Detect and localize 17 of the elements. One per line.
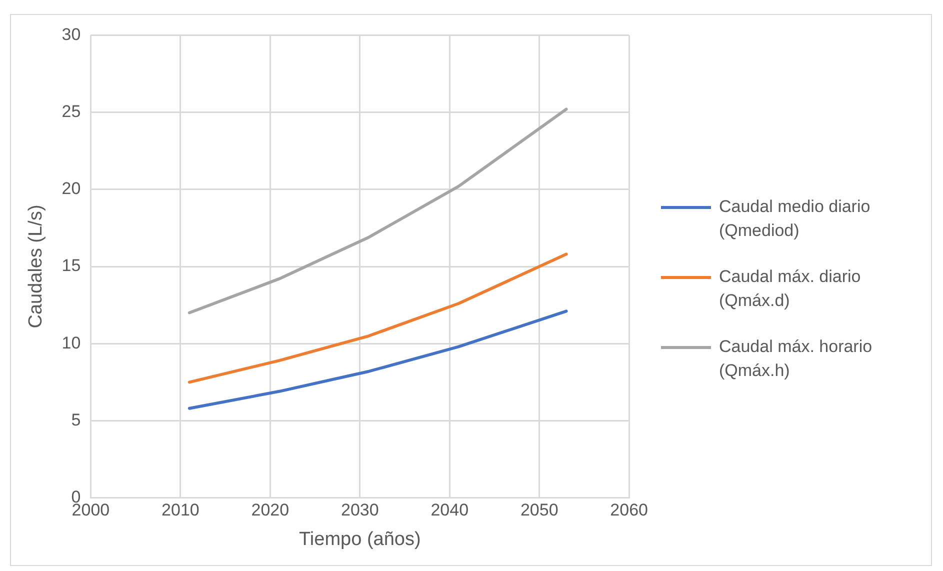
x-tick-label: 2030 [340, 500, 379, 520]
legend-label: Caudal máx. horario (Qmáx.h) [719, 336, 872, 382]
x-axis-title: Tiempo (años) [299, 528, 421, 550]
x-tick-label: 2040 [430, 500, 469, 520]
y-tick-label: 10 [62, 333, 81, 352]
legend-label: Caudal máx. diario (Qmáx.d) [719, 266, 861, 312]
y-tick-label: 30 [62, 24, 81, 44]
x-tick-label: 2020 [251, 500, 290, 520]
y-tick-label: 5 [71, 410, 81, 430]
x-tick-label: 2010 [162, 500, 200, 520]
x-tick-label: 2050 [520, 500, 558, 520]
x-tick-label: 2060 [610, 500, 648, 520]
y-axis-title: Caudales (L/s) [26, 204, 47, 328]
legend-label: Caudal medio diario (Qmediod) [719, 196, 870, 242]
y-tick-label: 15 [62, 256, 81, 276]
y-tick-label: 20 [62, 179, 81, 198]
y-tick-label: 25 [62, 102, 81, 121]
